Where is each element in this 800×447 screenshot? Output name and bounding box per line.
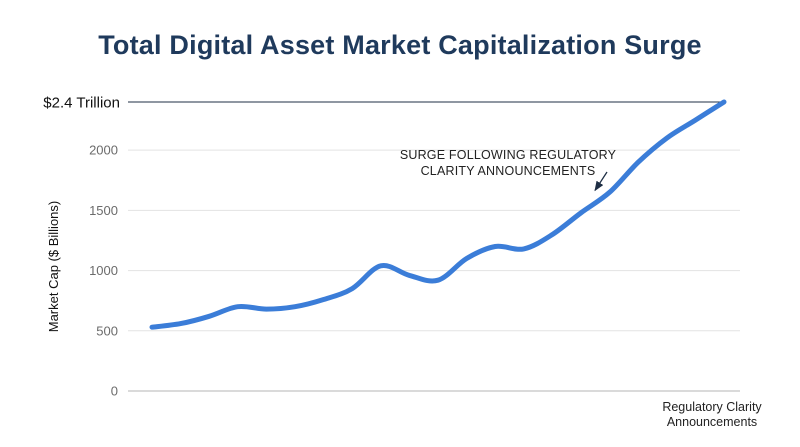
- reference-label: $2.4 Trillion: [43, 95, 120, 112]
- y-tick-label-1000: 1000: [89, 263, 118, 278]
- annotation-text-line-1: SURGE FOLLOWING REGULATORY: [400, 148, 617, 162]
- series-line-1: [149, 99, 727, 330]
- annotation-arrow: [594, 171, 608, 192]
- y-tick-label-0: 0: [111, 384, 118, 399]
- x-category-label-line-1: Regulatory Clarity: [662, 400, 762, 414]
- y-axis-label: Market Cap ($ Billions): [46, 201, 61, 333]
- x-category-label-line-2: Announcements: [667, 415, 757, 429]
- y-tick-label-1500: 1500: [89, 203, 118, 218]
- y-tick-label-500: 500: [96, 323, 118, 338]
- chart-title: Total Digital Asset Market Capitalizatio…: [98, 30, 702, 60]
- y-tick-label-2000: 2000: [89, 143, 118, 158]
- annotation-text-line-2: CLARITY ANNOUNCEMENTS: [421, 164, 596, 178]
